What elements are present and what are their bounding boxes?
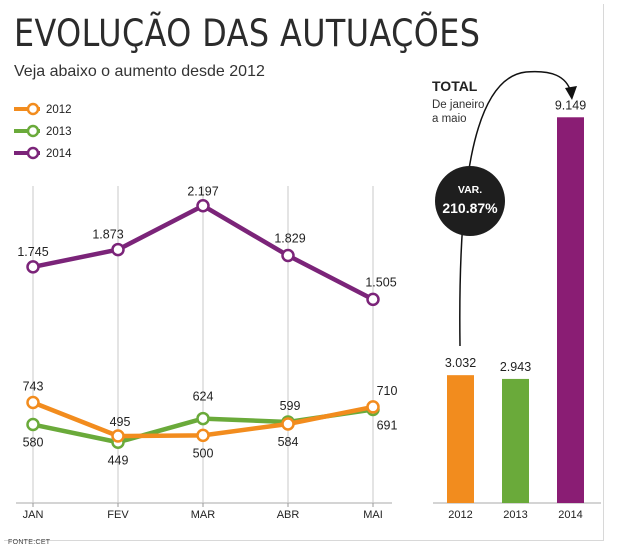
bar-category-label-2012: 2012 [448, 509, 472, 521]
data-point-2012-mai [366, 400, 380, 414]
data-label-2012-jan: 743 [23, 379, 44, 393]
bar-value-label-2013: 2.943 [500, 360, 531, 374]
legend-swatch-marker [26, 124, 40, 138]
bar-chart-title: TOTAL [432, 78, 478, 94]
data-label-2012-mar: 500 [193, 446, 214, 460]
data-point-2014-jan [26, 260, 40, 274]
legend-swatch-marker [26, 146, 40, 160]
bar-2013 [502, 378, 529, 503]
data-label-2014-abr: 1.829 [274, 232, 305, 246]
infographic-frame [4, 4, 604, 541]
x-tick-label-jan: JAN [23, 509, 44, 521]
data-label-2014-mar: 2.197 [187, 185, 218, 199]
data-label-2012-fev: 495 [110, 415, 131, 429]
data-point-2012-mar [196, 428, 210, 443]
series-2012: 743 495 500 584 710 [23, 379, 398, 460]
x-tick-label-fev: FEV [107, 509, 129, 521]
data-point-2014-mar [196, 198, 210, 213]
bar-2014 [557, 117, 584, 503]
variation-annotation: VAR. 210.87% [435, 70, 577, 347]
bar-category-label-2013: 2013 [503, 509, 527, 521]
data-point-2014-mai [366, 292, 380, 307]
data-point-2012-abr [281, 417, 295, 431]
x-tick-label-mai: MAI [363, 509, 383, 521]
data-label-2013-mar: 624 [193, 390, 214, 404]
data-point-2012-fev [111, 429, 125, 443]
legend-label: 2014 [46, 148, 72, 160]
source-note: FONTE:CET [8, 539, 51, 546]
data-point-2013-mar [196, 411, 210, 426]
arrow-curve [459, 70, 572, 347]
x-tick-label-mar: MAR [191, 509, 216, 521]
page-subtitle: Veja abaixo o aumento desde 2012 [14, 63, 265, 80]
legend-label: 2012 [46, 104, 72, 116]
data-label-2013-abr: 599 [280, 399, 301, 413]
legend-label: 2013 [46, 126, 72, 138]
legend-item-2012: 2012 [14, 102, 72, 116]
bar-2012 [447, 375, 474, 503]
series-2014: 1.745 1.873 2.197 1.829 1.505 [17, 185, 397, 307]
page-title: EVOLUÇÃO DAS AUTUAÇÕES [14, 12, 481, 55]
variation-badge-value: 210.87% [442, 200, 498, 216]
legend-item-2014: 2014 [14, 146, 72, 160]
data-label-2013-jan: 580 [23, 436, 44, 450]
bar-chart-subtitle-line: De janeiro [432, 99, 484, 111]
variation-badge-label: VAR. [458, 184, 482, 196]
data-label-2013-fev: 449 [108, 453, 129, 467]
data-point-2013-jan [26, 417, 40, 432]
bar-value-label-2012: 3.032 [445, 356, 476, 370]
data-label-2014-fev: 1.873 [92, 228, 123, 242]
data-point-2014-fev [111, 242, 125, 257]
data-label-2013-mai: 691 [377, 419, 398, 433]
data-label-2012-mai: 710 [377, 384, 398, 398]
bar-chart-subtitle-line: a maio [432, 113, 467, 125]
data-label-2012-abr: 584 [278, 435, 299, 449]
bar-category-label-2014: 2014 [558, 509, 582, 521]
data-point-2012-jan [26, 395, 40, 410]
variation-badge [435, 166, 505, 236]
bar-value-label-2014: 9.149 [555, 98, 586, 112]
x-tick-label-abr: ABR [277, 509, 300, 521]
data-point-2014-abr [281, 248, 295, 263]
data-label-2014-jan: 1.745 [17, 245, 48, 259]
legend-item-2013: 2013 [14, 124, 72, 138]
data-label-2014-mai: 1.505 [365, 275, 396, 289]
legend-swatch-marker [26, 102, 40, 116]
arrow-head [565, 86, 577, 100]
